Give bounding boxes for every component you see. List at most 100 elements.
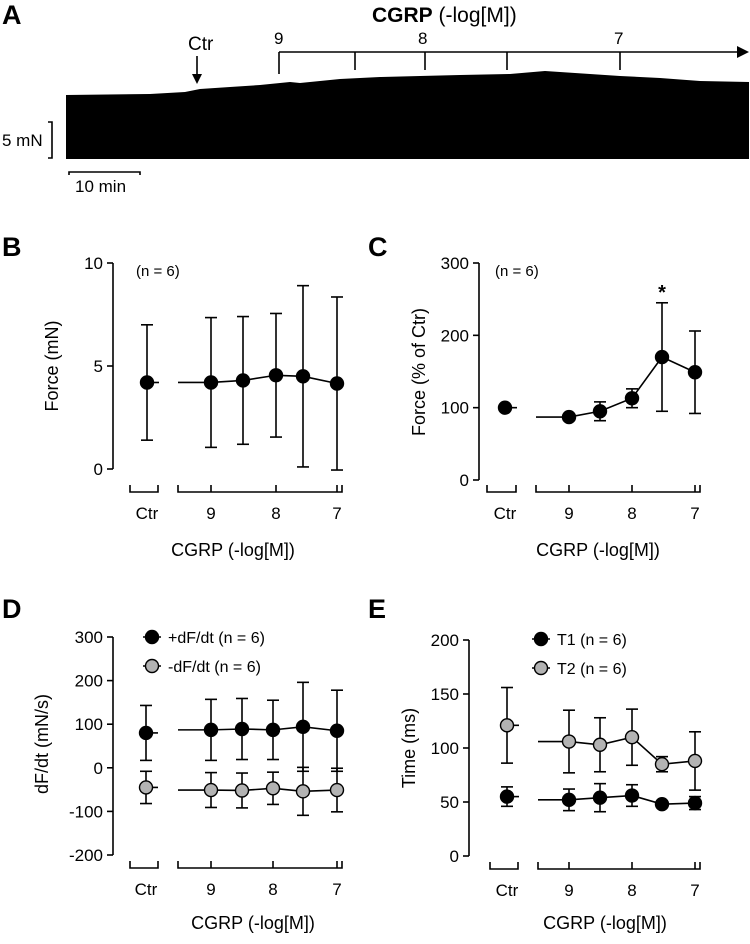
data-point	[265, 722, 281, 738]
data-point	[499, 718, 515, 733]
trace-title: CGRP (-log[M])	[372, 4, 517, 27]
y-tick-label: 10	[84, 254, 103, 273]
ctr-label: Ctr	[188, 34, 214, 55]
y-tick-label: 100	[431, 739, 459, 758]
series-0	[499, 782, 703, 813]
x-tick-label: Ctr	[494, 504, 517, 523]
x-tick-label: 8	[627, 881, 636, 900]
y-tick-label: 300	[441, 254, 469, 273]
panel-d-chart: -200 -100 0 100 200 300 dF/dt (mN/s) Ctr 9 8 7 CGRP…	[32, 628, 345, 933]
legend-label: -dF/dt (n = 6)	[168, 659, 261, 676]
data-point	[561, 409, 577, 425]
data-point	[203, 375, 219, 390]
x-tick-label: 7	[690, 504, 699, 523]
data-point	[654, 349, 670, 365]
legend-marker	[533, 631, 549, 647]
data-point	[499, 789, 515, 804]
data-point	[592, 737, 608, 752]
legend-label: T2 (n = 6)	[557, 661, 627, 678]
n-annotation: (n = 6)	[495, 263, 539, 280]
y-tick-label: 200	[75, 672, 103, 691]
series-line	[178, 787, 338, 793]
x-tick-label: Ctr	[136, 504, 159, 523]
x-tick-label: Ctr	[496, 881, 519, 900]
data-point	[329, 723, 345, 738]
y-tick-label: 150	[431, 685, 459, 704]
y-axis-label: Force (% of Ctr)	[409, 308, 429, 436]
y-tick-label: 100	[75, 715, 103, 734]
panel-c-chart: 0 100 200 300 Force (% of Ctr) Ctr 9 8 7 CGRP (-l…	[409, 254, 703, 560]
y-tick-label: 300	[75, 628, 103, 647]
x-axis-concentration-segment	[537, 862, 701, 870]
y-tick-label: 0	[94, 460, 103, 479]
data-point	[268, 368, 284, 383]
trace-title-bold: CGRP	[372, 4, 433, 27]
series-line	[178, 374, 338, 385]
series-0	[497, 301, 703, 425]
y-tick-label: 0	[450, 847, 459, 866]
data-point	[295, 369, 311, 384]
y-tick-label: 0	[94, 759, 103, 778]
data-point	[624, 391, 640, 406]
x-tick-label: 9	[206, 880, 215, 899]
x-axis-ctr-segment	[486, 485, 517, 493]
data-point	[654, 796, 670, 812]
y-tick-label: 0	[460, 471, 469, 490]
y-tick-label: 50	[440, 793, 459, 812]
data-point	[329, 782, 345, 798]
x-tick-label: 9	[206, 504, 215, 523]
timeline-label-9: 9	[274, 29, 283, 48]
x-axis-label: CGRP (-log[M])	[191, 913, 315, 933]
x-axis-ctr-segment	[489, 862, 519, 870]
data-point	[295, 719, 311, 735]
y-axis-label: Time (ms)	[399, 708, 419, 788]
series-line	[538, 794, 696, 805]
x-tick-label: 9	[564, 504, 573, 523]
timeline-arrowhead	[737, 46, 749, 58]
data-point	[592, 790, 608, 805]
data-point	[687, 365, 703, 380]
x-axis-concentration-segment	[177, 485, 343, 493]
force-scale-bar	[48, 121, 53, 159]
x-axis-concentration-segment	[535, 485, 701, 493]
data-point	[329, 376, 345, 391]
x-axis-concentration-segment	[177, 861, 343, 869]
x-axis-ctr-segment	[129, 485, 159, 493]
data-point	[203, 722, 219, 738]
x-tick-label: Ctr	[135, 880, 158, 899]
x-tick-label: 8	[268, 880, 277, 899]
x-axis-label: CGRP (-log[M])	[543, 913, 667, 933]
data-point	[265, 781, 281, 796]
panel-letter-e: E	[368, 594, 386, 624]
panel-letter-c: C	[368, 232, 388, 262]
data-point	[203, 782, 219, 798]
timeline-label-7: 7	[614, 29, 623, 48]
legend-marker	[533, 660, 549, 676]
force-trace	[66, 71, 749, 159]
time-scale-label: 10 min	[75, 177, 126, 196]
panel-letter-d: D	[2, 594, 22, 624]
x-axis-label: CGRP (-log[M])	[171, 540, 295, 560]
panel-e-chart: 0 50 100 150 200 Time (ms) Ctr 9 8 7 CGRP (-log[M]…	[399, 631, 703, 933]
time-scale-bar	[68, 171, 141, 175]
data-point	[295, 784, 311, 799]
significance-marker: *	[658, 282, 666, 304]
data-point	[497, 400, 513, 415]
y-axis-label: Force (mN)	[42, 321, 62, 412]
legend: T1 (n = 6) T2 (n = 6)	[532, 631, 627, 678]
legend-marker	[144, 658, 160, 674]
x-axis-ctr-segment	[129, 861, 159, 869]
legend: +dF/dt (n = 6) -dF/dt (n = 6)	[143, 629, 265, 676]
x-tick-label: 8	[627, 504, 636, 523]
data-point	[138, 725, 154, 741]
panel-letter-b: B	[2, 232, 22, 262]
series-1	[499, 686, 703, 791]
x-tick-label: 7	[690, 881, 699, 900]
y-axis-label: dF/dt (mN/s)	[32, 694, 52, 794]
trace-title-rest: (-log[M])	[433, 4, 517, 27]
x-tick-label: 7	[332, 880, 341, 899]
legend-label: T1 (n = 6)	[557, 632, 627, 649]
series-line	[536, 356, 696, 418]
data-point	[654, 757, 670, 772]
